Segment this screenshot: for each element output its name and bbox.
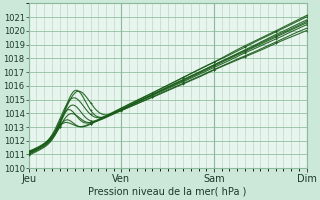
X-axis label: Pression niveau de la mer( hPa ): Pression niveau de la mer( hPa ) [89,187,247,197]
